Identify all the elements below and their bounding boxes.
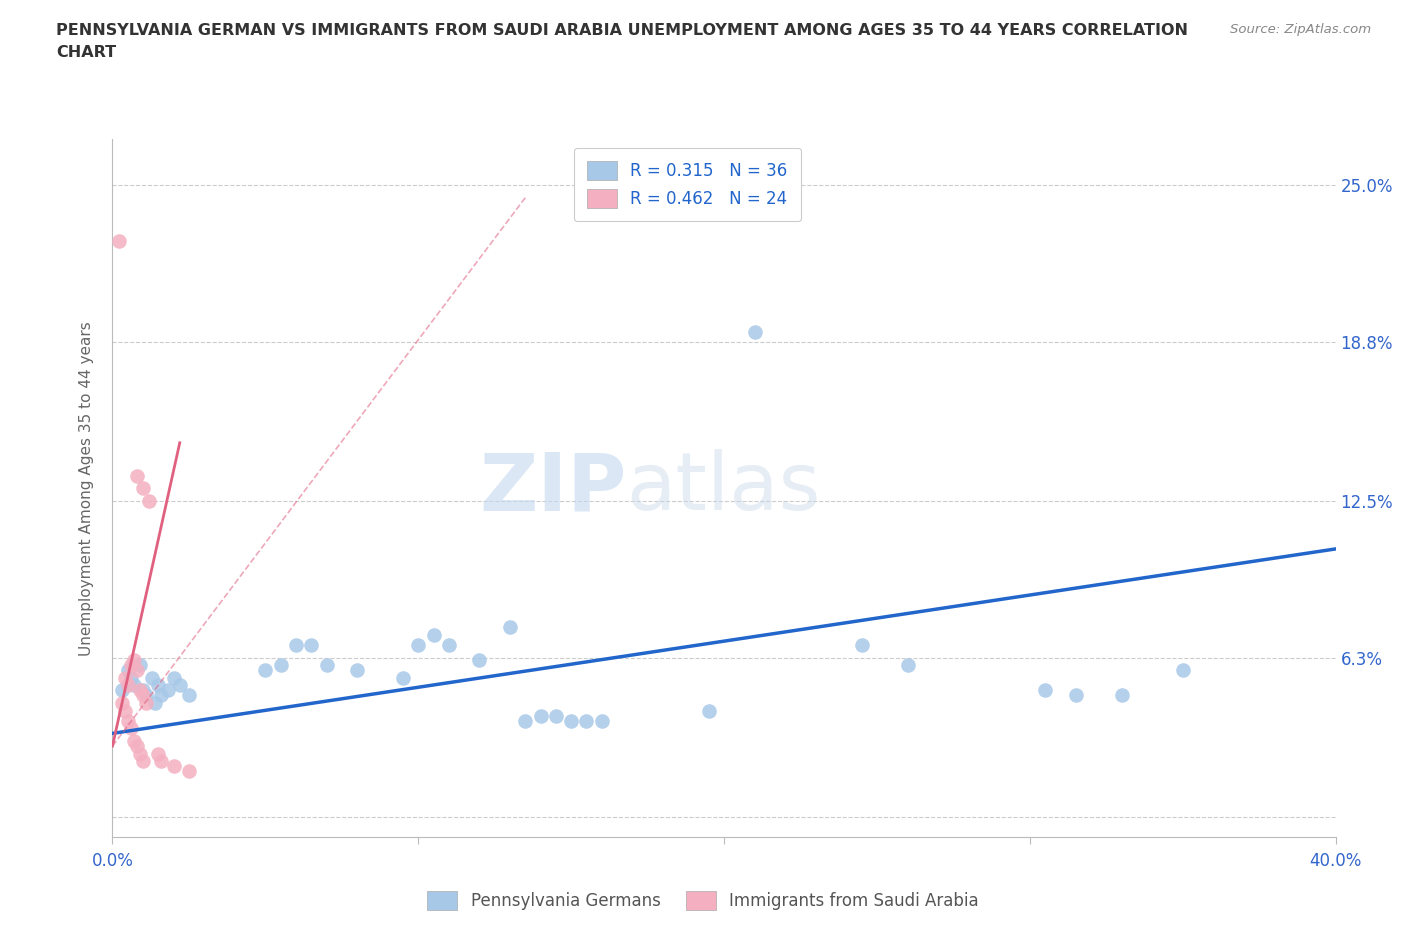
Point — [254, 663, 277, 678]
Point — [125, 468, 148, 483]
Point — [163, 759, 186, 774]
Point — [143, 696, 166, 711]
Point — [117, 663, 139, 678]
Point — [177, 688, 200, 703]
Point — [148, 746, 170, 761]
Point — [437, 637, 460, 652]
Point — [1171, 663, 1194, 678]
Point — [422, 628, 444, 643]
Point — [851, 637, 873, 652]
Point — [122, 653, 145, 668]
Point — [1064, 688, 1087, 703]
Legend: R = 0.315   N = 36, R = 0.462   N = 24: R = 0.315 N = 36, R = 0.462 N = 24 — [574, 148, 801, 221]
Legend: Pennsylvania Germans, Immigrants from Saudi Arabia: Pennsylvania Germans, Immigrants from Sa… — [420, 884, 986, 917]
Point — [575, 713, 598, 728]
Point — [744, 325, 766, 339]
Point — [697, 703, 720, 718]
Y-axis label: Unemployment Among Ages 35 to 44 years: Unemployment Among Ages 35 to 44 years — [79, 321, 94, 656]
Point — [111, 696, 134, 711]
Point — [156, 683, 179, 698]
Point — [1111, 688, 1133, 703]
Point — [125, 738, 148, 753]
Point — [148, 678, 170, 693]
Point — [132, 753, 155, 768]
Point — [346, 663, 368, 678]
Point — [169, 678, 191, 693]
Point — [125, 663, 148, 678]
Point — [544, 709, 567, 724]
Point — [132, 481, 155, 496]
Point — [499, 619, 522, 634]
Point — [114, 703, 136, 718]
Point — [1033, 683, 1056, 698]
Point — [177, 764, 200, 778]
Point — [132, 683, 155, 698]
Point — [129, 746, 152, 761]
Point — [897, 658, 920, 672]
Point — [114, 671, 136, 685]
Point — [129, 658, 152, 672]
Point — [129, 683, 152, 698]
Point — [120, 671, 142, 685]
Point — [141, 671, 163, 685]
Point — [132, 688, 155, 703]
Text: atlas: atlas — [626, 449, 821, 527]
Point — [270, 658, 292, 672]
Point — [591, 713, 613, 728]
Point — [163, 671, 186, 685]
Point — [150, 753, 173, 768]
Point — [515, 713, 537, 728]
Point — [111, 683, 134, 698]
Point — [135, 688, 157, 703]
Point — [138, 494, 160, 509]
Point — [408, 637, 430, 652]
Point — [135, 696, 157, 711]
Text: ZIP: ZIP — [479, 449, 626, 527]
Point — [315, 658, 337, 672]
Point — [299, 637, 322, 652]
Point — [560, 713, 582, 728]
Point — [284, 637, 308, 652]
Point — [120, 721, 142, 736]
Point — [107, 233, 129, 248]
Point — [530, 709, 553, 724]
Point — [117, 713, 139, 728]
Point — [122, 678, 145, 693]
Point — [468, 653, 491, 668]
Text: Source: ZipAtlas.com: Source: ZipAtlas.com — [1230, 23, 1371, 36]
Point — [392, 671, 415, 685]
Text: CHART: CHART — [56, 45, 117, 60]
Point — [117, 678, 139, 693]
Point — [122, 734, 145, 749]
Text: PENNSYLVANIA GERMAN VS IMMIGRANTS FROM SAUDI ARABIA UNEMPLOYMENT AMONG AGES 35 T: PENNSYLVANIA GERMAN VS IMMIGRANTS FROM S… — [56, 23, 1188, 38]
Point — [120, 658, 142, 672]
Point — [150, 688, 173, 703]
